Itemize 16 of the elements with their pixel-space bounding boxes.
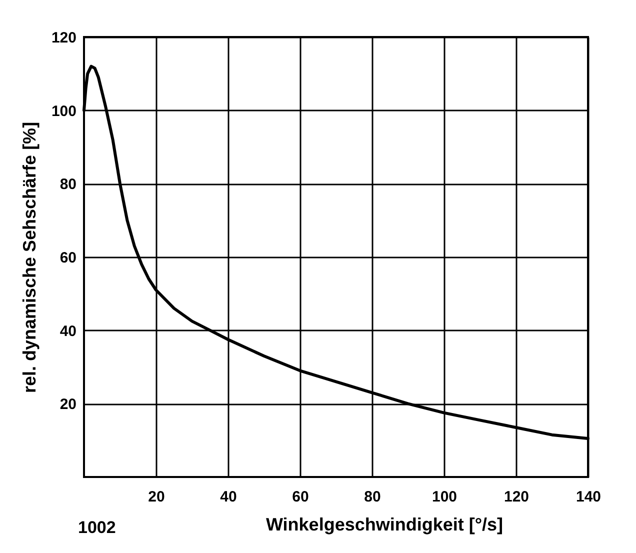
- x-axis-title: Winkelgeschwindigkeit [°/s]: [266, 514, 504, 534]
- x-tick-label: 20: [148, 488, 165, 506]
- y-tick-label: 20: [60, 396, 76, 414]
- y-tick-label: 40: [60, 322, 76, 340]
- y-tick-label: 80: [60, 176, 76, 194]
- x-tick-label: 40: [220, 488, 237, 506]
- y-tick-label: 60: [60, 250, 76, 266]
- x-tick-label: 140: [576, 488, 602, 506]
- y-tick-label: 120: [51, 30, 76, 46]
- x-tick-label: 100: [432, 488, 458, 506]
- y-axis-title: rel. dynamische Sehschärfe [%]: [19, 122, 40, 394]
- y-tick-label: 100: [51, 102, 76, 120]
- text: 1002: [78, 518, 116, 538]
- x-tick-label: 80: [364, 488, 381, 506]
- x-tick-label: 60: [292, 488, 309, 506]
- x-tick-label: 120: [504, 488, 530, 506]
